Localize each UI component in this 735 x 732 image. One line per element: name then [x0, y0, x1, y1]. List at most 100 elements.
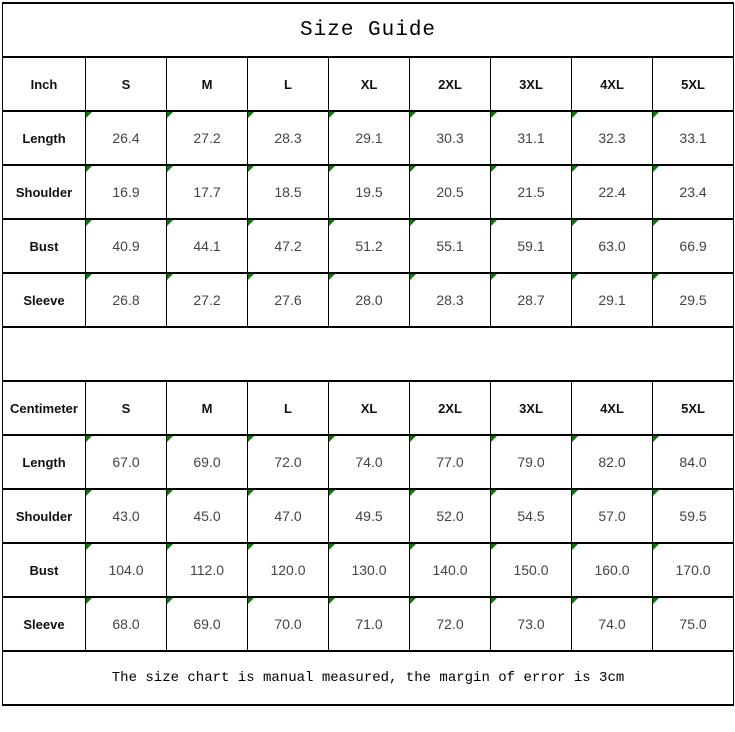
- green-triangle-icon: [329, 113, 335, 118]
- size-column-header: 3XL: [490, 380, 572, 436]
- green-triangle-icon: [491, 599, 497, 604]
- table-row-cm-shoulder: Shoulder 43.0 45.0 47.0 49.5 52.0 54.5 5…: [2, 488, 735, 544]
- size-value-cell: 26.8: [85, 272, 167, 328]
- measure-label: Length: [2, 110, 86, 166]
- size-column-header: M: [166, 56, 248, 112]
- size-value-cell: 72.0: [247, 434, 329, 490]
- size-value-cell: 160.0: [571, 542, 653, 598]
- size-value-cell: 17.7: [166, 164, 248, 220]
- size-value-cell: 16.9: [85, 164, 167, 220]
- green-triangle-icon: [491, 167, 497, 172]
- size-value-cell: 32.3: [571, 110, 653, 166]
- green-triangle-icon: [329, 599, 335, 604]
- size-value-cell: 140.0: [409, 542, 491, 598]
- size-value-cell: 31.1: [490, 110, 572, 166]
- green-triangle-icon: [653, 113, 659, 118]
- green-triangle-icon: [572, 167, 578, 172]
- green-triangle-icon: [410, 491, 416, 496]
- green-triangle-icon: [653, 275, 659, 280]
- size-column-header: M: [166, 380, 248, 436]
- table-row-inch-length: Length 26.4 27.2 28.3 29.1 30.3 31.1 32.…: [2, 110, 735, 166]
- green-triangle-icon: [491, 545, 497, 550]
- green-triangle-icon: [572, 275, 578, 280]
- size-value-cell: 43.0: [85, 488, 167, 544]
- size-value-cell: 59.5: [651, 488, 735, 544]
- size-value-cell: 28.3: [409, 272, 491, 328]
- green-triangle-icon: [167, 113, 173, 118]
- green-triangle-icon: [410, 113, 416, 118]
- green-triangle-icon: [329, 221, 335, 226]
- size-value-cell: 28.0: [328, 272, 410, 328]
- green-triangle-icon: [248, 275, 254, 280]
- footer-row: The size chart is manual measured, the m…: [1, 650, 735, 706]
- green-triangle-icon: [572, 221, 578, 226]
- green-triangle-icon: [491, 221, 497, 226]
- green-triangle-icon: [86, 599, 92, 604]
- table-row-inch-sleeve: Sleeve 26.8 27.2 27.6 28.0 28.3 28.7 29.…: [2, 272, 735, 328]
- table-row-inch-shoulder: Shoulder 16.9 17.7 18.5 19.5 20.5 21.5 2…: [2, 164, 735, 220]
- green-triangle-icon: [572, 491, 578, 496]
- size-value-cell: 51.2: [328, 218, 410, 274]
- green-triangle-icon: [491, 437, 497, 442]
- unit-label-centimeter: Centimeter: [2, 380, 86, 436]
- size-value-cell: 22.4: [571, 164, 653, 220]
- green-triangle-icon: [248, 113, 254, 118]
- size-guide-table: Size Guide Inch S M L XL 2XL 3XL 4XL 5XL…: [1, 2, 735, 706]
- size-value-cell: 20.5: [409, 164, 491, 220]
- size-value-cell: 47.2: [247, 218, 329, 274]
- green-triangle-icon: [329, 167, 335, 172]
- green-triangle-icon: [410, 545, 416, 550]
- green-triangle-icon: [167, 221, 173, 226]
- size-value-cell: 63.0: [571, 218, 653, 274]
- size-value-cell: 69.0: [166, 434, 248, 490]
- size-value-cell: 59.1: [490, 218, 572, 274]
- green-triangle-icon: [86, 113, 92, 118]
- table-row-inch-bust: Bust 40.9 44.1 47.2 51.2 55.1 59.1 63.0 …: [2, 218, 735, 274]
- size-column-header: S: [85, 380, 167, 436]
- size-value-cell: 74.0: [571, 596, 653, 652]
- size-column-header: L: [247, 380, 329, 436]
- size-column-header: 4XL: [571, 380, 653, 436]
- spacer-cell: [1, 326, 735, 382]
- table-row-cm-sleeve: Sleeve 68.0 69.0 70.0 71.0 72.0 73.0 74.…: [2, 596, 735, 652]
- size-value-cell: 75.0: [651, 596, 735, 652]
- green-triangle-icon: [653, 167, 659, 172]
- size-column-header: 4XL: [571, 56, 653, 112]
- measure-label: Shoulder: [2, 164, 86, 220]
- size-value-cell: 79.0: [490, 434, 572, 490]
- table-row-cm-length: Length 67.0 69.0 72.0 74.0 77.0 79.0 82.…: [2, 434, 735, 490]
- size-value-cell: 57.0: [571, 488, 653, 544]
- measure-label: Length: [2, 434, 86, 490]
- green-triangle-icon: [86, 221, 92, 226]
- size-column-header: 2XL: [409, 56, 491, 112]
- green-triangle-icon: [86, 437, 92, 442]
- size-value-cell: 54.5: [490, 488, 572, 544]
- size-value-cell: 120.0: [247, 542, 329, 598]
- measure-label: Sleeve: [2, 272, 86, 328]
- green-triangle-icon: [410, 599, 416, 604]
- size-value-cell: 40.9: [85, 218, 167, 274]
- size-value-cell: 67.0: [85, 434, 167, 490]
- green-triangle-icon: [86, 167, 92, 172]
- green-triangle-icon: [248, 221, 254, 226]
- footer-note: The size chart is manual measured, the m…: [1, 650, 735, 706]
- size-value-cell: 55.1: [409, 218, 491, 274]
- green-triangle-icon: [329, 491, 335, 496]
- green-triangle-icon: [572, 437, 578, 442]
- green-triangle-icon: [653, 221, 659, 226]
- size-value-cell: 30.3: [409, 110, 491, 166]
- size-value-cell: 73.0: [490, 596, 572, 652]
- size-value-cell: 170.0: [651, 542, 735, 598]
- green-triangle-icon: [86, 491, 92, 496]
- green-triangle-icon: [167, 545, 173, 550]
- size-value-cell: 52.0: [409, 488, 491, 544]
- size-column-header: XL: [328, 56, 410, 112]
- size-column-header: XL: [328, 380, 410, 436]
- green-triangle-icon: [653, 491, 659, 496]
- size-value-cell: 104.0: [85, 542, 167, 598]
- size-value-cell: 130.0: [328, 542, 410, 598]
- green-triangle-icon: [572, 113, 578, 118]
- size-value-cell: 84.0: [651, 434, 735, 490]
- size-value-cell: 71.0: [328, 596, 410, 652]
- size-column-header: 5XL: [651, 380, 735, 436]
